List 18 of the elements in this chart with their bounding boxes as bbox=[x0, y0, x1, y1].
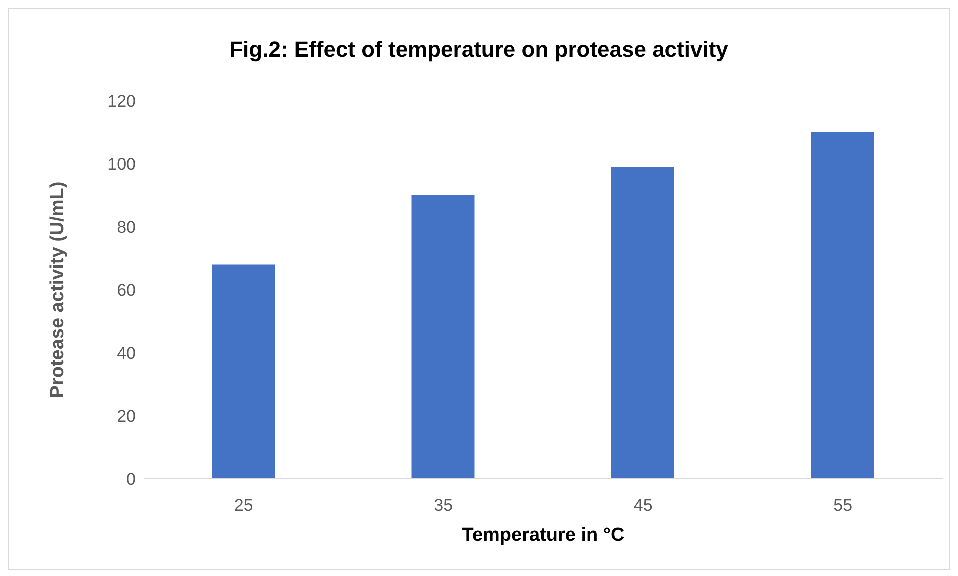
y-tick-label: 40 bbox=[117, 344, 136, 364]
chart-title: Fig.2: Effect of temperature on protease activity bbox=[228, 37, 730, 63]
bar bbox=[612, 167, 674, 479]
bar bbox=[811, 132, 874, 479]
y-axis-title: Protease activity (U/mL) bbox=[48, 182, 69, 398]
y-tick-label: 60 bbox=[117, 281, 136, 300]
x-tick-label: 45 bbox=[634, 496, 653, 516]
y-tick-label: 0 bbox=[126, 470, 136, 490]
y-tick-label: 120 bbox=[108, 92, 136, 112]
x-tick-label: 25 bbox=[234, 496, 254, 516]
y-tick-label: 20 bbox=[117, 407, 136, 426]
x-tick-label: 35 bbox=[434, 496, 454, 516]
bar bbox=[212, 264, 275, 479]
y-tick-label: 100 bbox=[108, 155, 136, 174]
y-tick-label: 80 bbox=[117, 218, 136, 238]
bar bbox=[412, 196, 475, 479]
x-tick-label: 55 bbox=[834, 496, 853, 516]
x-axis-title: Temperature in °C bbox=[462, 525, 625, 546]
